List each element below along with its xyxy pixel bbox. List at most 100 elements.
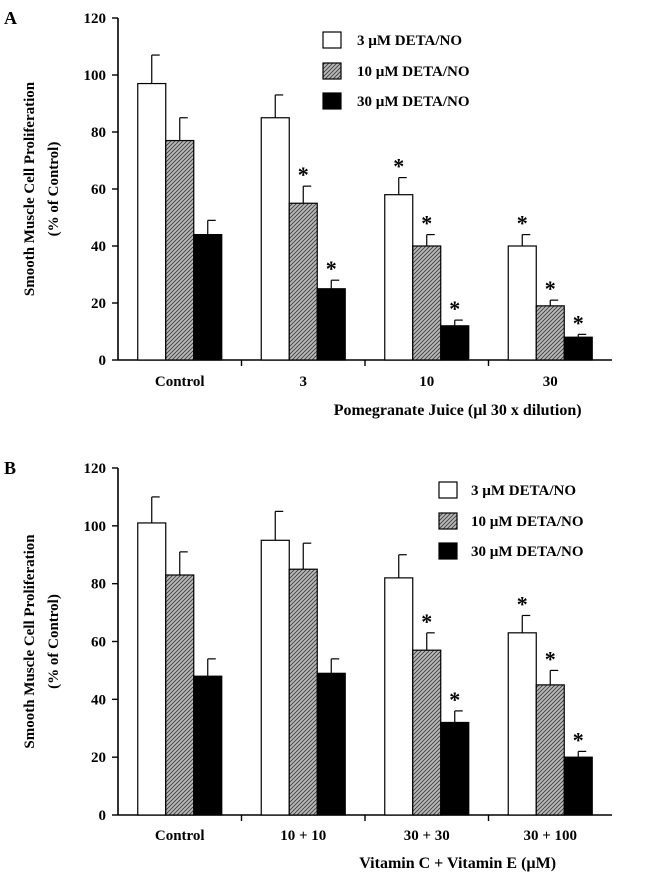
error-bar: [302, 542, 312, 570]
y-tick-label: 40: [91, 239, 106, 255]
bar-2-4: [535, 684, 565, 816]
x-tick-label: Control: [155, 828, 205, 844]
x-axis-title: Pomegranate Juice (µl 30 x dilution): [334, 402, 582, 419]
bar-2-3: [412, 245, 442, 361]
error-bar: [426, 234, 435, 246]
significance-asterisk: *: [326, 256, 337, 281]
y-tick-label: 60: [91, 635, 106, 651]
x-tick-label: Control: [155, 374, 205, 390]
legend-label-1: 3 µM DETA/NO: [357, 33, 462, 49]
bar-1-2: [260, 117, 290, 361]
panel-label: B: [4, 458, 16, 478]
error-bar: [398, 554, 407, 578]
error-bar: [330, 658, 340, 674]
bar-3-4: [563, 756, 593, 816]
bar-2-1: [165, 574, 195, 816]
y-tick-label: 20: [91, 296, 106, 312]
significance-asterisk: *: [393, 154, 404, 179]
bar-2-4: [535, 305, 565, 361]
bar-2-3: [412, 649, 442, 816]
y-tick-label: 60: [91, 182, 106, 198]
error-bar: [577, 333, 587, 338]
legend-label-2: 10 µM DETA/NO: [471, 514, 584, 530]
significance-asterisk: *: [449, 296, 460, 321]
error-bar: [274, 94, 284, 118]
significance-asterisk: *: [421, 609, 432, 634]
y-tick-label: 120: [84, 461, 107, 477]
error-bar: [549, 299, 559, 306]
y-tick-label: 40: [91, 692, 106, 708]
bar-1-1: [137, 82, 167, 361]
error-bar: [454, 710, 463, 723]
significance-asterisk: *: [517, 591, 528, 616]
significance-asterisk: *: [573, 727, 584, 752]
x-tick-label: 3: [300, 374, 308, 390]
error-bar: [521, 234, 531, 246]
bar-1-3: [384, 577, 414, 816]
y-tick-label: 80: [91, 577, 106, 593]
y-tick-label: 100: [84, 68, 107, 84]
x-axis-title: Vitamin C + Vitamin E (µM): [359, 855, 556, 872]
bar-1-4: [507, 632, 537, 816]
error-bar: [398, 177, 407, 195]
error-bar: [207, 219, 216, 235]
legend-swatch-1: [322, 31, 342, 49]
legend-swatch-3: [322, 92, 342, 110]
error-bar: [274, 510, 284, 541]
significance-asterisk: *: [517, 211, 528, 236]
significance-asterisk: *: [298, 162, 309, 187]
bar-1-4: [507, 245, 537, 361]
bar-3-3: [440, 325, 470, 361]
y-tick-label: 100: [84, 519, 107, 535]
error-bar: [302, 185, 312, 204]
bar-1-1: [137, 522, 167, 816]
error-bar: [521, 614, 531, 633]
error-bar: [426, 632, 435, 651]
bar-1-3: [384, 194, 414, 361]
error-bar: [454, 319, 463, 326]
error-bar: [151, 496, 160, 523]
error-bar: [179, 551, 188, 575]
bar-2-2: [288, 568, 318, 816]
significance-asterisk: *: [573, 310, 584, 335]
bar-3-2: [316, 288, 346, 361]
panel-label: A: [4, 8, 17, 28]
error-bar: [577, 750, 587, 758]
x-tick-label: 30 + 100: [523, 828, 577, 844]
bar-1-2: [260, 539, 290, 816]
bar-2-2: [288, 202, 318, 361]
chart-panel-b: B Smooth Muscle Cell Proliferation (% of C…: [4, 458, 612, 872]
y-tick-label: 0: [99, 808, 107, 824]
bar-3-1: [193, 675, 223, 816]
significance-asterisk: *: [449, 687, 460, 712]
legend-swatch-3: [438, 542, 458, 560]
legend-swatch-1: [438, 481, 458, 499]
significance-asterisk: *: [545, 646, 556, 671]
y-axis-title: Smooth Muscle Cell Proliferation: [22, 81, 38, 296]
x-tick-label: 10: [419, 374, 434, 390]
bar-3-1: [193, 234, 223, 361]
x-tick-label: 30 + 30: [404, 828, 450, 844]
legend-label-2: 10 µM DETA/NO: [357, 64, 470, 80]
y-tick-label: 20: [91, 750, 106, 766]
error-bar: [151, 54, 160, 84]
bar-3-3: [440, 721, 470, 816]
legend: 3 µM DETA/NO 10 µM DETA/NO 30 µM DETA/NO: [322, 31, 470, 110]
y-axis-subtitle: (% of Control): [46, 594, 62, 689]
bar-3-4: [563, 336, 593, 361]
legend-label-3: 30 µM DETA/NO: [471, 544, 584, 560]
error-bar: [207, 658, 216, 677]
legend-label-3: 30 µM DETA/NO: [357, 94, 470, 110]
y-axis-title: Smooth Muscle Cell Proliferation: [22, 534, 38, 749]
x-tick-label: 10 + 10: [280, 828, 326, 844]
error-bar: [179, 117, 188, 141]
bar-3-2: [316, 672, 346, 816]
y-tick-label: 80: [91, 125, 106, 141]
y-axis-subtitle: (% of Control): [46, 142, 62, 237]
significance-asterisk: *: [545, 276, 556, 301]
chart-panel-a: A Smooth Muscle Cell Proliferation (% of C…: [4, 8, 612, 419]
legend-swatch-2: [322, 62, 342, 80]
error-bar: [549, 669, 559, 685]
x-tick-label: 30: [543, 374, 558, 390]
